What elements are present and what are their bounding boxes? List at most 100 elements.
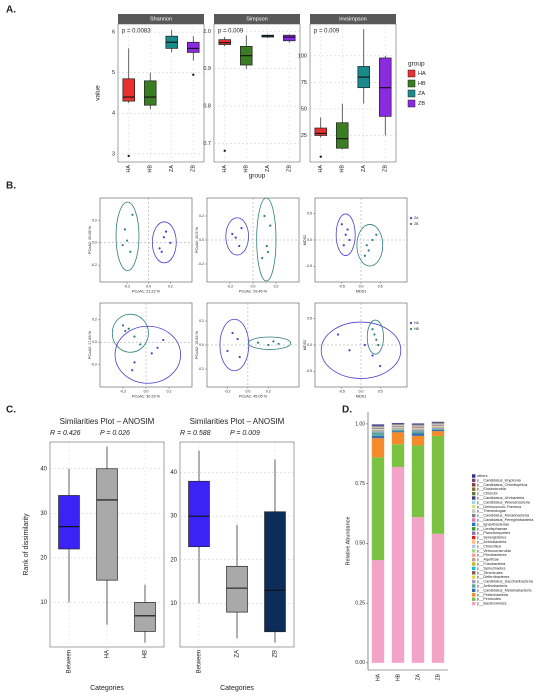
y-tick-label: 0.0	[199, 238, 204, 242]
point	[231, 331, 234, 335]
point	[257, 341, 260, 344]
bar-segment	[431, 428, 445, 429]
legend-swatch	[472, 601, 476, 606]
point	[231, 232, 234, 236]
y-tick-label: 0.0	[199, 343, 204, 347]
point	[265, 244, 268, 248]
point	[348, 349, 351, 352]
legend-swatch	[472, 579, 476, 584]
point	[367, 249, 370, 252]
point	[336, 333, 340, 336]
annotation: P = 0.026	[100, 430, 130, 437]
point	[169, 241, 172, 244]
y-tick-label: 0.00	[355, 660, 365, 666]
point	[379, 364, 382, 368]
facet-title: invsimpson	[339, 16, 367, 22]
x-tick-label: ZA	[415, 673, 421, 680]
facet-strip	[118, 14, 204, 24]
bar-segment	[431, 431, 445, 436]
y-tick-label: 50	[301, 106, 307, 112]
y-tick-label: 25	[301, 133, 307, 139]
y-tick-label: 0.9	[203, 66, 211, 72]
legend-marker	[409, 321, 413, 325]
x-tick-label: ZA	[265, 165, 271, 172]
legend-label: ZA	[418, 91, 425, 97]
bar-segment	[431, 428, 445, 430]
legend-swatch	[472, 571, 476, 575]
x-axis-label: Categories	[90, 685, 124, 692]
box	[282, 34, 296, 42]
y-axis-label: value	[95, 85, 102, 101]
legend-swatch	[472, 597, 476, 601]
x-tick-label: HB	[340, 165, 346, 173]
point	[346, 228, 349, 231]
outlier	[319, 155, 322, 158]
x-tick-label: 0.5	[378, 284, 383, 288]
bar-segment	[391, 422, 405, 424]
bar-segment	[371, 438, 385, 458]
x-tick-label: -0.2	[227, 284, 233, 288]
legend-swatch	[472, 531, 476, 535]
legend-label: p__Actinobacteria	[477, 584, 508, 588]
point	[375, 338, 378, 341]
bar-segment	[371, 424, 385, 426]
bar-segment	[431, 435, 445, 534]
point	[377, 343, 380, 347]
legend-label: p__Candidatus_Kryptonia	[477, 478, 522, 482]
point	[150, 352, 153, 355]
legend-swatch	[472, 509, 476, 513]
y-axis-label: Relative Abundance	[345, 517, 351, 566]
point	[348, 238, 351, 242]
box	[264, 511, 286, 633]
legend-label: p__Tenericutes	[477, 571, 503, 575]
y-tick-label: 0.0	[307, 238, 312, 242]
legend-label: ZB	[418, 101, 425, 107]
x-tick-label: -0.5	[339, 389, 345, 393]
bar-segment	[391, 432, 405, 445]
legend-label: HB	[418, 81, 426, 87]
legend-label: p__Chloroflexi	[477, 544, 501, 548]
facet-title: Simpson	[246, 16, 267, 22]
legend-label: p__Bacteroidetes	[477, 602, 507, 606]
bar-segment	[411, 431, 425, 434]
y-tick-label: 0.5	[307, 317, 312, 321]
bar-segment	[431, 429, 445, 432]
y-axis-label: PCoA2: 20.5 %	[195, 226, 199, 253]
point	[127, 327, 130, 330]
bar-segment	[411, 429, 425, 432]
legend-swatch	[472, 540, 476, 544]
bar-segment	[391, 429, 405, 432]
legend-swatch	[472, 544, 476, 549]
x-axis-label: PCoA1: 21.22 %	[132, 290, 161, 294]
x-axis-label: PCoA1: 45.05 %	[239, 395, 268, 399]
bar-segment	[431, 533, 445, 663]
y-axis-label: MDS2	[303, 340, 307, 351]
y-tick-label: 1.00	[355, 421, 365, 427]
point	[267, 343, 270, 347]
x-axis-label: PCoA1: 29.46 %	[239, 290, 268, 294]
point	[373, 333, 376, 336]
y-tick-label: 0.2	[199, 319, 204, 323]
legend-swatch	[472, 478, 476, 483]
legend-label: p__Verrucomicrobia	[477, 549, 512, 553]
legend-label: p__Lentisphaerae	[477, 527, 507, 531]
legend-swatch	[407, 69, 416, 78]
legend-label: p__Planctomycetes	[477, 531, 510, 535]
legend-swatch	[472, 575, 476, 579]
legend-label: p__Deferribacteres	[477, 575, 509, 579]
point	[158, 247, 161, 250]
x-tick-label: ZB	[383, 165, 389, 172]
plot-area	[99, 197, 193, 283]
point	[129, 250, 132, 253]
box	[58, 495, 80, 550]
x-tick-label: 0.0	[146, 284, 151, 288]
point	[123, 228, 126, 231]
point	[363, 254, 366, 257]
y-tick-label: 10	[40, 600, 47, 606]
x-tick-label: HA	[126, 165, 132, 173]
legend-swatch	[472, 553, 476, 557]
point	[340, 223, 343, 226]
y-tick-label: 0.2	[199, 214, 204, 218]
confidence-ellipse	[256, 197, 277, 282]
plot-area	[213, 23, 301, 163]
